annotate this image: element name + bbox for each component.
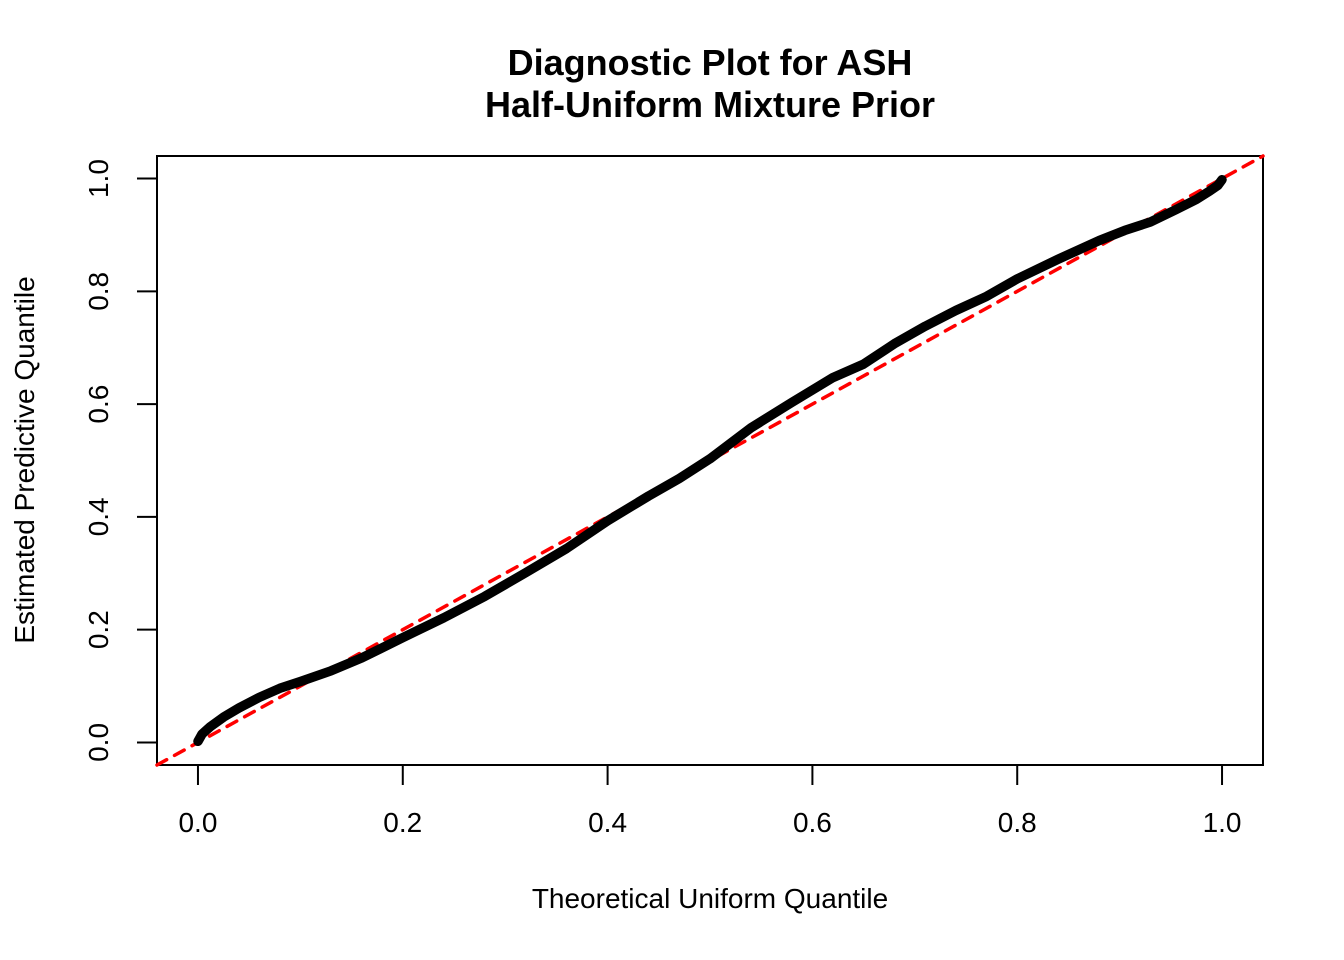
y-axis-tick-label: 0.0 [83,723,114,762]
x-axis-tick-label: 0.8 [998,807,1037,838]
y-axis-tick-label: 0.6 [83,385,114,424]
x-axis-title: Theoretical Uniform Quantile [532,883,888,914]
plot-border-box [156,155,1264,766]
y-axis-tick-label: 0.8 [83,272,114,311]
chart-title-line-1: Diagnostic Plot for ASH [508,42,913,83]
x-axis-tick-label: 0.4 [588,807,627,838]
y-axis-ticks: 0.0 0.2 0.4 0.6 0.8 1.0 [83,159,157,762]
estimated-predictive-quantile-curve [193,174,1227,747]
y-axis-tick-label: 0.4 [83,497,114,536]
x-axis-tick-label: 0.2 [383,807,422,838]
x-axis-tick-label: 0.6 [793,807,832,838]
x-axis-tick-label: 1.0 [1203,807,1242,838]
plot-series [155,154,1265,767]
y-axis-tick-label: 0.2 [83,610,114,649]
x-axis-ticks: 0.0 0.2 0.4 0.6 0.8 1.0 [178,765,1242,838]
y-axis-title: Estimated Predictive Quantile [9,276,40,643]
chart-title-line-2: Half-Uniform Mixture Prior [485,84,935,125]
x-axis-tick-label: 0.0 [178,807,217,838]
y-axis-tick-label: 1.0 [83,159,114,198]
